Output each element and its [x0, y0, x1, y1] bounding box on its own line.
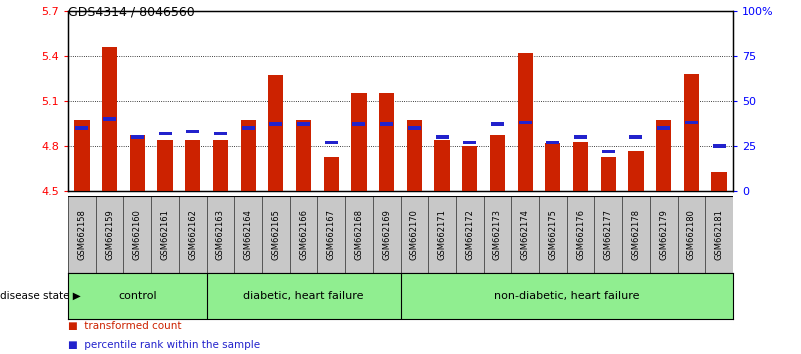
Bar: [324, 156, 339, 191]
Bar: [684, 74, 699, 191]
Bar: [713, 144, 726, 148]
Text: GDS4314 / 8046560: GDS4314 / 8046560: [68, 5, 195, 18]
Text: GSM662176: GSM662176: [576, 209, 585, 260]
Text: GSM662178: GSM662178: [631, 209, 641, 260]
Bar: [324, 141, 338, 144]
Bar: [269, 122, 282, 126]
Text: GSM662180: GSM662180: [687, 209, 696, 260]
Bar: [546, 141, 559, 144]
Text: GSM662167: GSM662167: [327, 209, 336, 260]
Text: disease state ▶: disease state ▶: [0, 291, 81, 301]
Text: GSM662165: GSM662165: [272, 209, 280, 260]
Bar: [380, 122, 393, 126]
Text: GSM662169: GSM662169: [382, 209, 391, 260]
Text: control: control: [118, 291, 157, 301]
Text: GSM662162: GSM662162: [188, 209, 197, 260]
Bar: [545, 143, 561, 191]
Bar: [573, 142, 588, 191]
Bar: [379, 93, 394, 191]
Text: GSM662171: GSM662171: [437, 209, 446, 260]
Bar: [159, 131, 171, 135]
Bar: [490, 136, 505, 191]
Bar: [214, 131, 227, 135]
Bar: [296, 120, 311, 191]
Text: GSM662163: GSM662163: [216, 209, 225, 260]
Bar: [103, 117, 116, 121]
Text: GSM662181: GSM662181: [714, 209, 723, 260]
Bar: [131, 135, 144, 139]
Bar: [185, 140, 200, 191]
Bar: [187, 130, 199, 133]
Bar: [297, 122, 310, 126]
Bar: [656, 120, 671, 191]
Bar: [711, 172, 727, 191]
Bar: [75, 126, 88, 130]
Text: diabetic, heart failure: diabetic, heart failure: [244, 291, 364, 301]
Text: GSM662166: GSM662166: [299, 209, 308, 260]
Text: GSM662164: GSM662164: [244, 209, 252, 260]
Text: GSM662174: GSM662174: [521, 209, 529, 260]
Text: GSM662175: GSM662175: [549, 209, 557, 260]
Bar: [130, 136, 145, 191]
Text: GSM662161: GSM662161: [160, 209, 170, 260]
Bar: [685, 121, 698, 125]
Text: GSM662159: GSM662159: [105, 209, 114, 260]
Bar: [352, 93, 367, 191]
Bar: [628, 150, 643, 191]
Bar: [240, 120, 256, 191]
Bar: [268, 75, 284, 191]
Bar: [574, 135, 587, 139]
Text: GSM662160: GSM662160: [133, 209, 142, 260]
Text: GSM662172: GSM662172: [465, 209, 474, 260]
Bar: [630, 135, 642, 139]
Text: GSM662168: GSM662168: [355, 209, 364, 260]
Text: GSM662173: GSM662173: [493, 209, 502, 260]
Text: GSM662179: GSM662179: [659, 209, 668, 260]
Bar: [519, 121, 532, 125]
Text: non-diabetic, heart failure: non-diabetic, heart failure: [494, 291, 639, 301]
Text: GSM662177: GSM662177: [604, 209, 613, 260]
Text: ■  transformed count: ■ transformed count: [68, 321, 182, 331]
Text: GSM662170: GSM662170: [410, 209, 419, 260]
Bar: [434, 140, 449, 191]
Bar: [462, 146, 477, 191]
Bar: [601, 156, 616, 191]
Bar: [407, 120, 422, 191]
Bar: [213, 140, 228, 191]
Bar: [517, 53, 533, 191]
Bar: [102, 47, 117, 191]
Bar: [463, 141, 477, 144]
Bar: [602, 149, 614, 153]
Bar: [158, 140, 173, 191]
Bar: [491, 122, 504, 126]
Text: GSM662158: GSM662158: [78, 209, 87, 260]
Bar: [352, 122, 365, 126]
Bar: [74, 120, 90, 191]
Bar: [408, 126, 421, 130]
Bar: [657, 126, 670, 130]
Bar: [242, 126, 255, 130]
Bar: [436, 135, 449, 139]
Text: ■  percentile rank within the sample: ■ percentile rank within the sample: [68, 341, 260, 350]
